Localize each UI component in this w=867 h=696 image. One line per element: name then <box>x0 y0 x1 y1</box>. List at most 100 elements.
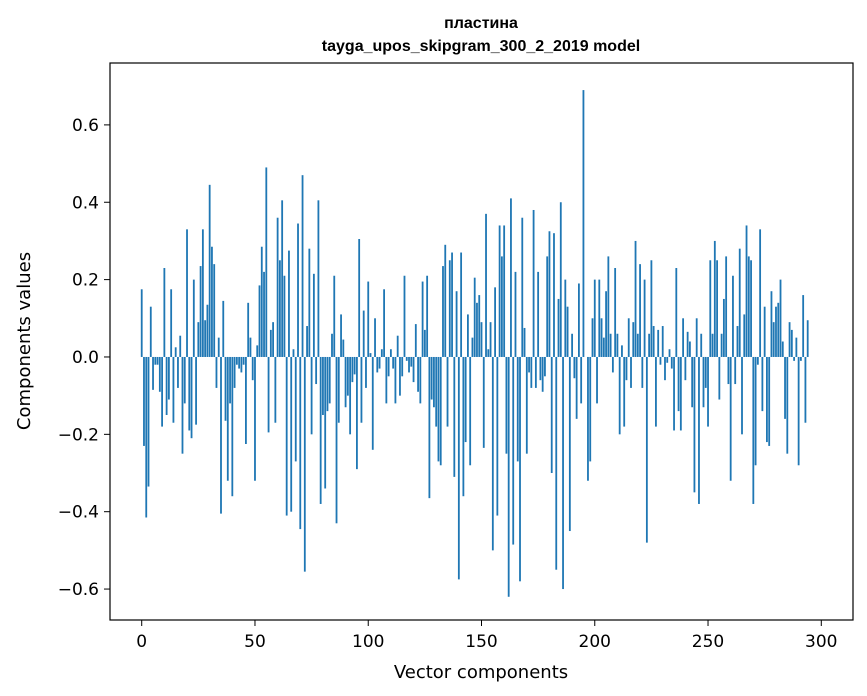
bar-202 <box>598 279 601 357</box>
bar-81 <box>324 356 327 489</box>
bar-57 <box>269 329 272 357</box>
y-tick-label: 0.6 <box>72 116 99 136</box>
bar-74 <box>308 248 311 357</box>
bar-257 <box>722 298 725 357</box>
bar-134 <box>444 244 447 357</box>
bar-135 <box>446 356 449 427</box>
bar-186 <box>562 356 564 590</box>
bar-51 <box>256 345 259 357</box>
bar-238 <box>679 356 682 431</box>
bar-160 <box>503 225 506 357</box>
bar-125 <box>423 329 426 357</box>
bar-241 <box>686 331 689 357</box>
bar-61 <box>278 260 281 357</box>
bar-168 <box>521 217 524 357</box>
bar-32 <box>213 264 216 357</box>
bar-251 <box>709 260 712 357</box>
bar-158 <box>498 225 501 357</box>
bar-208 <box>611 356 614 373</box>
bar-90 <box>344 356 347 408</box>
bar-89 <box>342 339 345 357</box>
bar-126 <box>426 275 429 357</box>
bar-230 <box>661 326 664 357</box>
bar-96 <box>358 239 361 357</box>
bar-240 <box>684 356 687 381</box>
bar-279 <box>772 322 775 357</box>
bar-281 <box>777 302 780 357</box>
bar-97 <box>360 356 363 423</box>
bar-195 <box>582 90 585 357</box>
bar-33 <box>215 356 218 388</box>
bar-35 <box>220 356 222 514</box>
bar-31 <box>211 246 213 357</box>
bar-199 <box>591 318 594 357</box>
bar-290 <box>797 356 800 466</box>
bar-88 <box>340 314 342 357</box>
bar-156 <box>494 287 496 357</box>
bar-232 <box>666 356 669 363</box>
bar-20 <box>186 229 188 357</box>
chart-subtitle: tayga_upos_skipgram_300_2_2019 model <box>322 38 640 55</box>
bar-72 <box>303 356 306 572</box>
bar-129 <box>433 356 435 408</box>
bar-22 <box>190 356 193 439</box>
y-tick-label: −0.6 <box>58 580 99 600</box>
bar-147 <box>473 277 476 357</box>
chart-title: пластина <box>444 15 518 32</box>
bar-171 <box>528 356 530 373</box>
bar-231 <box>664 356 666 381</box>
bar-94 <box>353 356 356 375</box>
bar-8 <box>158 356 161 392</box>
bar-179 <box>546 256 549 357</box>
bar-127 <box>428 356 431 499</box>
bar-187 <box>564 279 567 357</box>
bar-249 <box>704 356 707 388</box>
bar-56 <box>267 356 270 433</box>
bar-140 <box>457 356 460 580</box>
bar-109 <box>387 356 390 377</box>
bar-118 <box>408 356 410 373</box>
bar-271 <box>754 356 757 466</box>
bar-5 <box>152 356 154 390</box>
bar-154 <box>489 322 492 357</box>
bar-103 <box>374 318 376 357</box>
bar-116 <box>403 275 406 357</box>
bar-201 <box>596 356 598 404</box>
bar-167 <box>519 356 521 582</box>
x-tick-label: 200 <box>579 632 611 652</box>
bar-285 <box>786 356 789 454</box>
bar-291 <box>799 356 802 361</box>
bar-59 <box>274 356 277 423</box>
bar-217 <box>632 322 635 357</box>
bar-210 <box>616 333 619 357</box>
bar-222 <box>643 279 646 357</box>
bar-159 <box>500 256 503 357</box>
bar-78 <box>317 200 320 357</box>
bar-151 <box>482 356 485 448</box>
bar-273 <box>759 229 762 357</box>
bar-14 <box>172 356 175 423</box>
bar-36 <box>222 300 225 357</box>
bar-236 <box>675 268 678 357</box>
bar-191 <box>573 356 576 379</box>
bar-115 <box>401 356 404 377</box>
bar-69 <box>297 223 299 357</box>
bar-190 <box>571 333 574 357</box>
bar-63 <box>283 275 286 357</box>
bar-139 <box>455 291 458 357</box>
x-tick-label: 100 <box>352 632 384 652</box>
bar-133 <box>442 266 444 357</box>
bar-148 <box>476 302 478 357</box>
bar-108 <box>385 356 388 404</box>
bar-182 <box>553 233 555 357</box>
bar-1 <box>143 356 145 446</box>
bar-84 <box>331 333 333 357</box>
bar-189 <box>568 356 571 532</box>
bar-120 <box>412 356 415 383</box>
bar-200 <box>593 279 596 357</box>
bar-216 <box>630 356 632 388</box>
bar-42 <box>235 356 238 365</box>
bar-141 <box>460 252 463 357</box>
bar-113 <box>396 335 399 357</box>
bar-18 <box>181 356 184 454</box>
